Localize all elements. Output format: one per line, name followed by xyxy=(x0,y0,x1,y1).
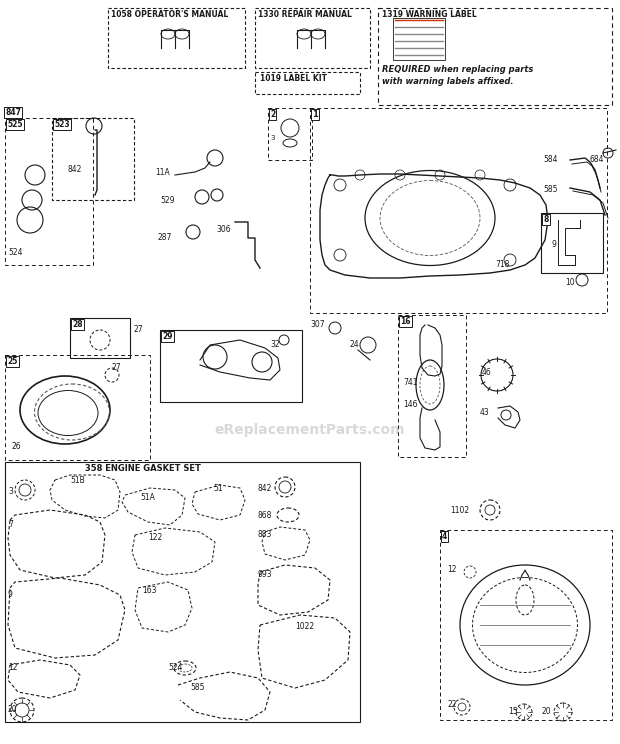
Text: REQUIRED when replacing parts
with warning labels affixed.: REQUIRED when replacing parts with warni… xyxy=(382,65,533,86)
Text: 4: 4 xyxy=(442,532,447,541)
Bar xyxy=(255,72,360,94)
Text: 25: 25 xyxy=(7,357,17,366)
Text: 22: 22 xyxy=(447,700,456,709)
Text: 28: 28 xyxy=(72,320,82,329)
Text: 43: 43 xyxy=(480,408,490,417)
Text: 20: 20 xyxy=(8,705,17,714)
Text: 11A: 11A xyxy=(155,168,170,177)
Text: 883: 883 xyxy=(258,530,272,539)
Text: 51: 51 xyxy=(213,484,223,493)
Text: 122: 122 xyxy=(148,533,162,542)
Text: 46: 46 xyxy=(482,368,492,377)
Text: 524: 524 xyxy=(8,248,22,257)
Text: 29: 29 xyxy=(162,332,172,341)
Bar xyxy=(70,318,130,358)
Text: 868: 868 xyxy=(258,511,272,520)
Text: 585: 585 xyxy=(543,185,557,194)
Text: 584: 584 xyxy=(543,155,557,164)
Text: 163: 163 xyxy=(142,586,156,595)
Text: 1330 REPAIR MANUAL: 1330 REPAIR MANUAL xyxy=(258,10,352,19)
Bar xyxy=(310,108,607,313)
Bar xyxy=(5,462,360,722)
Bar xyxy=(52,118,134,200)
Text: 27: 27 xyxy=(112,363,122,372)
Text: 9: 9 xyxy=(552,240,557,249)
Text: 20: 20 xyxy=(542,707,552,716)
Text: 741: 741 xyxy=(403,378,417,387)
Text: 842: 842 xyxy=(68,165,82,174)
Text: 1058 OPERATOR'S MANUAL: 1058 OPERATOR'S MANUAL xyxy=(111,10,228,19)
Text: 358 ENGINE GASKET SET: 358 ENGINE GASKET SET xyxy=(85,464,201,473)
Text: 585: 585 xyxy=(190,683,205,692)
Text: 10: 10 xyxy=(565,278,575,287)
Text: 3: 3 xyxy=(270,135,275,141)
Text: 1019 LABEL KIT: 1019 LABEL KIT xyxy=(260,74,327,83)
Text: 1319 WARNING LABEL: 1319 WARNING LABEL xyxy=(382,10,477,19)
Text: 847: 847 xyxy=(5,108,21,117)
Text: 32: 32 xyxy=(270,340,280,349)
Bar xyxy=(5,118,93,265)
Text: 16: 16 xyxy=(400,317,410,326)
Text: 26: 26 xyxy=(12,442,22,451)
Text: 524: 524 xyxy=(168,663,182,672)
Bar xyxy=(268,108,312,160)
Text: 1102: 1102 xyxy=(450,506,469,515)
Bar xyxy=(378,8,612,105)
Text: 8: 8 xyxy=(543,215,548,224)
Text: 9: 9 xyxy=(8,590,13,599)
Text: 993: 993 xyxy=(258,570,273,579)
Text: 12: 12 xyxy=(447,565,456,574)
Text: 842: 842 xyxy=(258,484,272,493)
Text: 307: 307 xyxy=(310,320,325,329)
Text: 15: 15 xyxy=(508,707,518,716)
Bar xyxy=(108,8,245,68)
Text: 1: 1 xyxy=(312,110,318,119)
Text: 306: 306 xyxy=(216,225,231,234)
Text: 51A: 51A xyxy=(140,493,155,502)
Text: 684: 684 xyxy=(590,155,604,164)
Bar xyxy=(541,213,603,273)
Text: 51B: 51B xyxy=(70,476,85,485)
Text: 24: 24 xyxy=(350,340,360,349)
Text: 287: 287 xyxy=(157,233,171,242)
Text: 525: 525 xyxy=(7,120,22,129)
Text: 146: 146 xyxy=(403,400,417,409)
Bar xyxy=(393,18,445,60)
Bar xyxy=(160,330,302,402)
Text: eReplacementParts.com: eReplacementParts.com xyxy=(215,423,405,437)
Text: 529: 529 xyxy=(160,196,174,205)
Bar xyxy=(398,315,466,457)
Text: 12: 12 xyxy=(8,663,17,672)
Bar xyxy=(255,8,370,68)
Bar xyxy=(5,355,150,460)
Text: 2: 2 xyxy=(270,110,275,119)
Text: 523: 523 xyxy=(54,120,69,129)
Text: 718: 718 xyxy=(495,260,510,269)
Bar xyxy=(440,530,612,720)
Text: 7: 7 xyxy=(8,520,13,529)
Text: 1022: 1022 xyxy=(295,622,314,631)
Text: 27: 27 xyxy=(133,325,143,334)
Text: 3: 3 xyxy=(8,487,13,496)
